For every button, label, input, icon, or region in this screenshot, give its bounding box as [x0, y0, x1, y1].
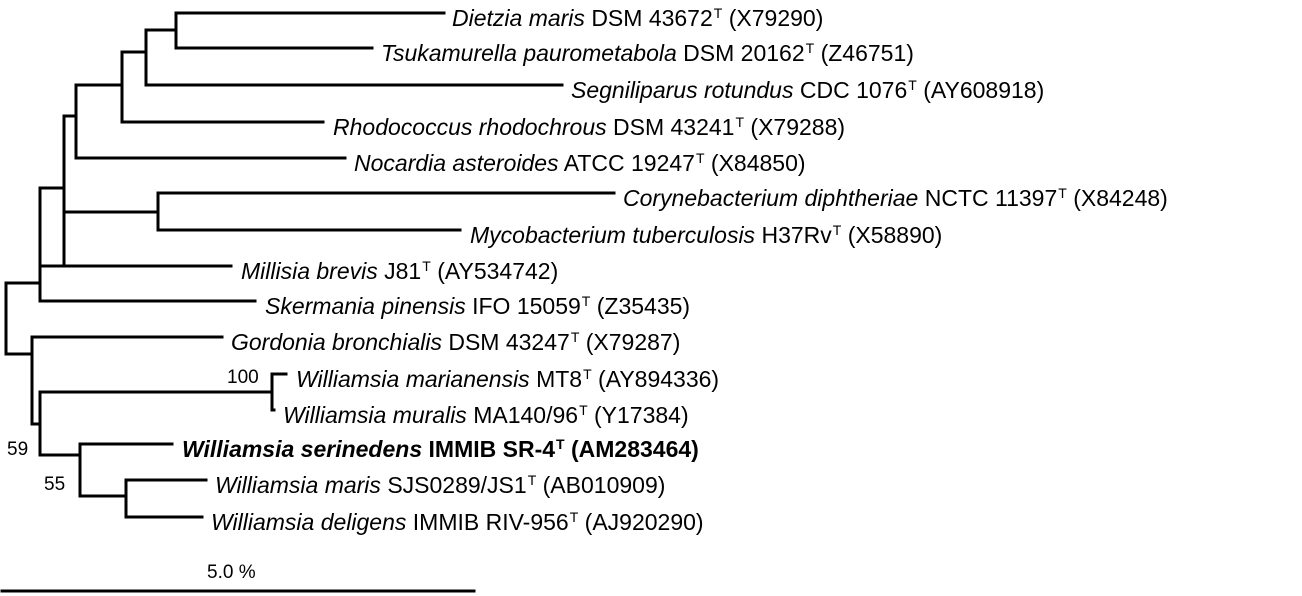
leaf-label: Skermania pinensis IFO 15059T (Z35435) — [265, 293, 691, 319]
scale-bar-label: 5.0 % — [207, 562, 256, 583]
leaf-label: Corynebacterium diphtheriae NCTC 11397T … — [623, 185, 1168, 211]
leaf-label: Rhodococcus rhodochrous DSM 43241T (X792… — [333, 114, 846, 140]
leaf-label: Nocardia asteroides ATCC 19247T (X84850) — [354, 150, 806, 176]
leaf-label: Millisia brevis J81T (AY534742) — [241, 258, 559, 284]
leaf-label-highlighted: Williamsia serinedens IMMIB SR-4T (AM283… — [182, 436, 699, 462]
leaf-label: Williamsia deligens IMMIB RIV-956T (AJ92… — [211, 509, 704, 535]
leaf-label: Williamsia maris SJS0289/JS1T (AB010909) — [215, 472, 666, 498]
leaf-label: Segniliparus rotundus CDC 1076T (AY60891… — [571, 77, 1045, 103]
leaf-label: Tsukamurella paurometabola DSM 20162T (Z… — [381, 40, 914, 66]
bootstrap-value: 59 — [7, 439, 29, 460]
leaf-label: Williamsia marianensis MT8T (AY894336) — [296, 366, 720, 392]
bootstrap-value: 55 — [44, 474, 66, 495]
leaf-label: Dietzia maris DSM 43672T (X79290) — [452, 5, 824, 31]
leaf-label: Williamsia muralis MA140/96T (Y17384) — [283, 402, 689, 428]
leaf-label: Mycobacterium tuberculosis H37RvT (X5889… — [470, 222, 943, 248]
bootstrap-value: 100 — [227, 367, 259, 388]
leaf-label: Gordonia bronchialis DSM 43247T (X79287) — [231, 329, 681, 355]
